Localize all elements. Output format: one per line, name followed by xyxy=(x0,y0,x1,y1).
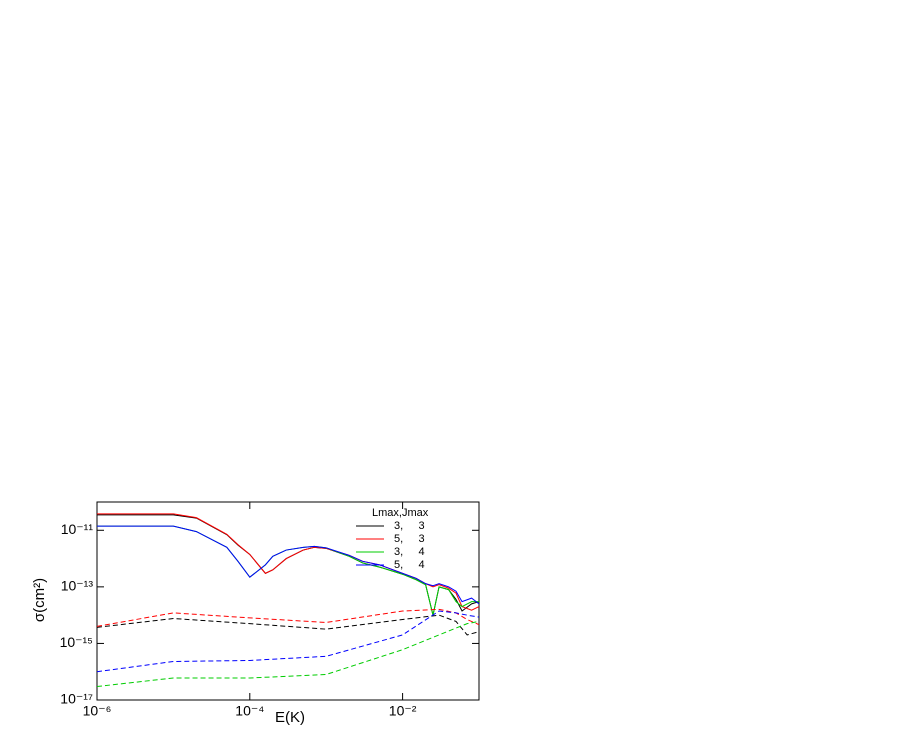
y-tick-label: 10⁻¹¹ xyxy=(61,521,94,537)
plot-frame xyxy=(96,501,480,701)
series-line xyxy=(97,620,479,687)
y-axis-label: σ(cm²) xyxy=(31,578,48,622)
y-tick-label: 10⁻¹⁷ xyxy=(60,691,93,707)
legend-label: 3, 4 xyxy=(394,546,425,558)
x-tick-label: 10⁻⁴ xyxy=(235,703,264,719)
y-tick-label: 10⁻¹³ xyxy=(61,578,94,594)
x-axis-label: E(K) xyxy=(275,709,305,726)
x-tick-label: 10⁻² xyxy=(389,703,417,719)
series-line xyxy=(97,525,479,605)
series-line xyxy=(97,610,479,673)
series-line xyxy=(97,608,479,627)
legend-label: 5, 3 xyxy=(394,533,425,545)
legend-label: 3, 3 xyxy=(394,520,425,532)
y-tick-label: 10⁻¹⁵ xyxy=(60,634,93,650)
x-tick-label: 10⁻⁶ xyxy=(83,703,112,719)
legend-label: 5, 4 xyxy=(394,559,425,571)
series-line xyxy=(97,614,479,636)
legend-title: Lmax,Jmax xyxy=(372,507,429,519)
